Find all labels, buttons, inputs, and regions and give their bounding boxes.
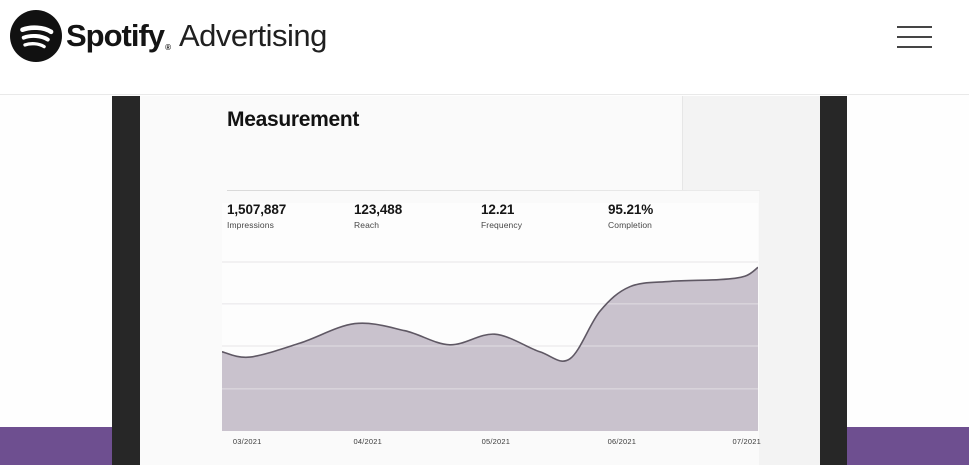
x-tick-label: 04/2021: [353, 437, 383, 446]
hamburger-icon: [897, 26, 932, 29]
metric-value: 1,507,887: [227, 202, 287, 217]
brand-logo-link[interactable]: Spotify ® Advertising: [10, 10, 327, 62]
metric-label: Frequency: [481, 220, 523, 230]
x-tick-label: 05/2021: [481, 437, 511, 446]
metric-label: Impressions: [227, 220, 274, 230]
x-tick-label: 07/2021: [732, 437, 761, 446]
area-chart-svg: [222, 261, 758, 431]
brand-name: Spotify: [66, 18, 165, 53]
metric-value: 12.21: [481, 202, 515, 217]
spotify-logo-icon: [10, 10, 62, 62]
metric-label: Reach: [354, 220, 380, 230]
metrics-row: 1,507,887 Impressions 123,488 Reach 12.2…: [227, 202, 735, 230]
device-frame: Measurement 1,507,887 Impressions 123,48…: [112, 96, 847, 465]
brand-text: Spotify ® Advertising: [66, 18, 327, 54]
brand-suffix: Advertising: [178, 18, 327, 53]
dashboard-title: Measurement: [227, 108, 360, 131]
background-panel-top-right: [682, 96, 759, 190]
metric-value: 123,488: [354, 202, 403, 217]
x-tick-label: 06/2021: [607, 437, 637, 446]
metric-impressions: 1,507,887 Impressions: [227, 202, 354, 230]
area-chart: [222, 255, 758, 431]
site-header: Spotify ® Advertising: [0, 0, 969, 95]
device-screen: Measurement 1,507,887 Impressions 123,48…: [140, 96, 820, 465]
metric-completion: 95.21% Completion: [608, 202, 735, 230]
registered-mark: ®: [165, 43, 171, 52]
x-tick-label: 03/2021: [232, 437, 262, 446]
metric-frequency: 12.21 Frequency: [481, 202, 608, 230]
metric-reach: 123,488 Reach: [354, 202, 481, 230]
x-axis: 03/2021 04/2021 05/2021 06/2021 07/2021: [222, 437, 761, 449]
background-panel-right: [759, 96, 820, 465]
metric-value: 95.21%: [608, 202, 654, 217]
menu-button[interactable]: [897, 22, 932, 53]
metric-label: Completion: [608, 220, 652, 230]
hero-section: Measurement 1,507,887 Impressions 123,48…: [0, 95, 969, 465]
metrics-divider: [227, 190, 760, 191]
